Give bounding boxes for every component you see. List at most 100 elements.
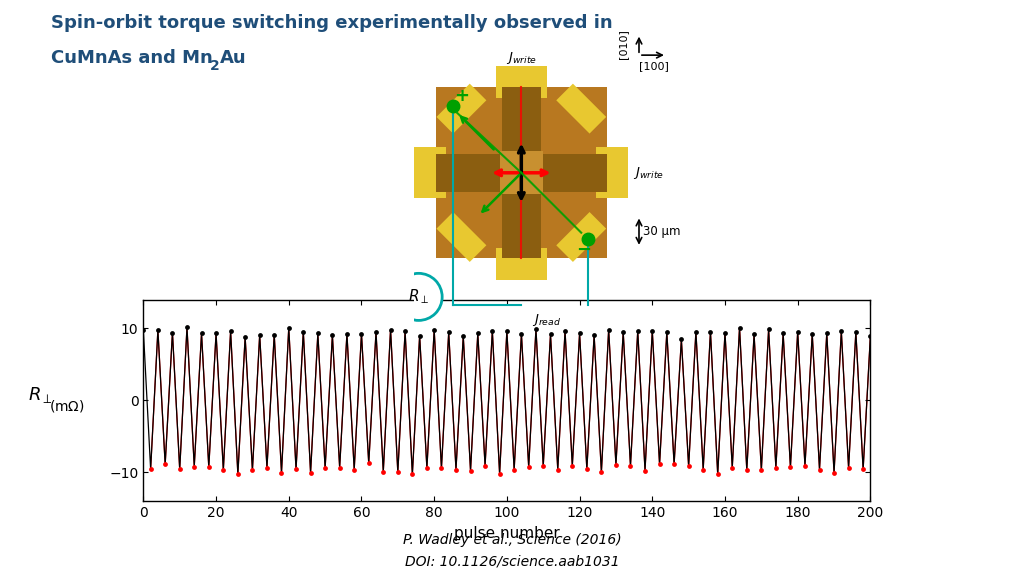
Point	[186, 462, 203, 471]
Text: $R_\perp$: $R_\perp$	[408, 287, 429, 306]
Text: DOI: 10.1126/science.aab1031: DOI: 10.1126/science.aab1031	[404, 554, 620, 568]
Point	[724, 463, 740, 472]
Point	[317, 464, 334, 473]
Point	[855, 465, 871, 474]
Bar	[436, 154, 607, 192]
Point	[790, 327, 806, 336]
Point	[463, 466, 479, 475]
Point	[557, 327, 573, 336]
Text: $J_{read}$: $J_{read}$	[532, 312, 561, 328]
Text: P. Wadley et al., Science (2016): P. Wadley et al., Science (2016)	[402, 533, 622, 547]
Point	[527, 324, 544, 334]
Point	[266, 330, 283, 339]
Point	[201, 463, 217, 472]
Point	[571, 329, 588, 338]
Point	[543, 329, 559, 339]
Point	[520, 463, 537, 472]
Point	[404, 470, 421, 479]
Point	[615, 328, 632, 337]
Point	[586, 331, 602, 340]
Point	[375, 467, 391, 476]
Point	[513, 329, 529, 339]
Point	[309, 329, 326, 338]
Point	[208, 329, 224, 338]
Point	[157, 460, 173, 469]
Point	[710, 470, 726, 479]
Bar	[496, 248, 547, 280]
Point	[775, 329, 792, 338]
Point	[440, 328, 457, 337]
Point	[179, 323, 196, 332]
Point	[600, 325, 616, 334]
Point	[353, 329, 370, 338]
Point	[244, 466, 260, 475]
Point	[346, 465, 362, 474]
Point	[738, 465, 755, 475]
Point	[841, 463, 857, 472]
Bar	[415, 147, 446, 199]
Point	[848, 327, 864, 336]
X-axis label: pulse number: pulse number	[454, 525, 560, 540]
Point	[688, 327, 705, 336]
Text: (m$\Omega$): (m$\Omega$)	[49, 398, 84, 414]
Point	[731, 323, 748, 332]
Point	[288, 465, 304, 474]
Point	[695, 465, 712, 474]
Point	[782, 463, 799, 472]
Point	[332, 463, 348, 472]
Text: [100]: [100]	[639, 62, 669, 71]
Point	[419, 464, 435, 473]
Point	[281, 323, 297, 332]
Point	[142, 464, 159, 473]
Point	[593, 468, 609, 477]
Text: $J_{write}$: $J_{write}$	[633, 165, 664, 181]
Point	[389, 468, 406, 477]
Point	[630, 326, 646, 335]
Point	[680, 462, 696, 471]
Point	[360, 458, 377, 468]
Text: Spin-orbit torque switching experimentally observed in: Spin-orbit torque switching experimental…	[51, 14, 612, 32]
Point	[259, 463, 275, 472]
Point	[666, 460, 682, 469]
Point	[470, 329, 486, 338]
Point	[834, 327, 850, 336]
Point	[804, 329, 820, 339]
Point	[535, 461, 551, 471]
Point	[339, 329, 355, 338]
Point	[484, 327, 501, 336]
Bar	[500, 151, 543, 194]
Point	[447, 465, 464, 474]
Point	[811, 465, 827, 474]
Point	[623, 461, 639, 471]
Point	[492, 469, 508, 479]
Bar	[596, 147, 629, 199]
Point	[172, 465, 188, 474]
Bar	[556, 212, 606, 262]
Point	[797, 461, 813, 471]
Point	[825, 468, 842, 478]
Text: $J_{write}$: $J_{write}$	[506, 50, 537, 66]
Text: CuMnAs and Mn: CuMnAs and Mn	[51, 49, 213, 67]
Point	[862, 331, 879, 340]
Point	[717, 328, 733, 337]
Bar	[436, 212, 486, 262]
Point	[368, 327, 384, 336]
Point	[651, 460, 668, 469]
Point	[506, 465, 522, 475]
Point	[222, 327, 239, 336]
Text: +: +	[454, 87, 469, 105]
Point	[499, 327, 515, 336]
Point	[702, 327, 719, 336]
Text: Au: Au	[220, 49, 247, 67]
Point	[761, 325, 777, 334]
Text: [010]: [010]	[618, 29, 629, 59]
Point	[550, 465, 566, 474]
Point	[579, 465, 595, 474]
Point	[295, 327, 311, 336]
Point	[150, 325, 166, 335]
Text: 2: 2	[210, 59, 220, 73]
Point	[637, 466, 653, 475]
Point	[753, 465, 770, 475]
Circle shape	[395, 274, 442, 320]
Bar	[556, 84, 606, 134]
